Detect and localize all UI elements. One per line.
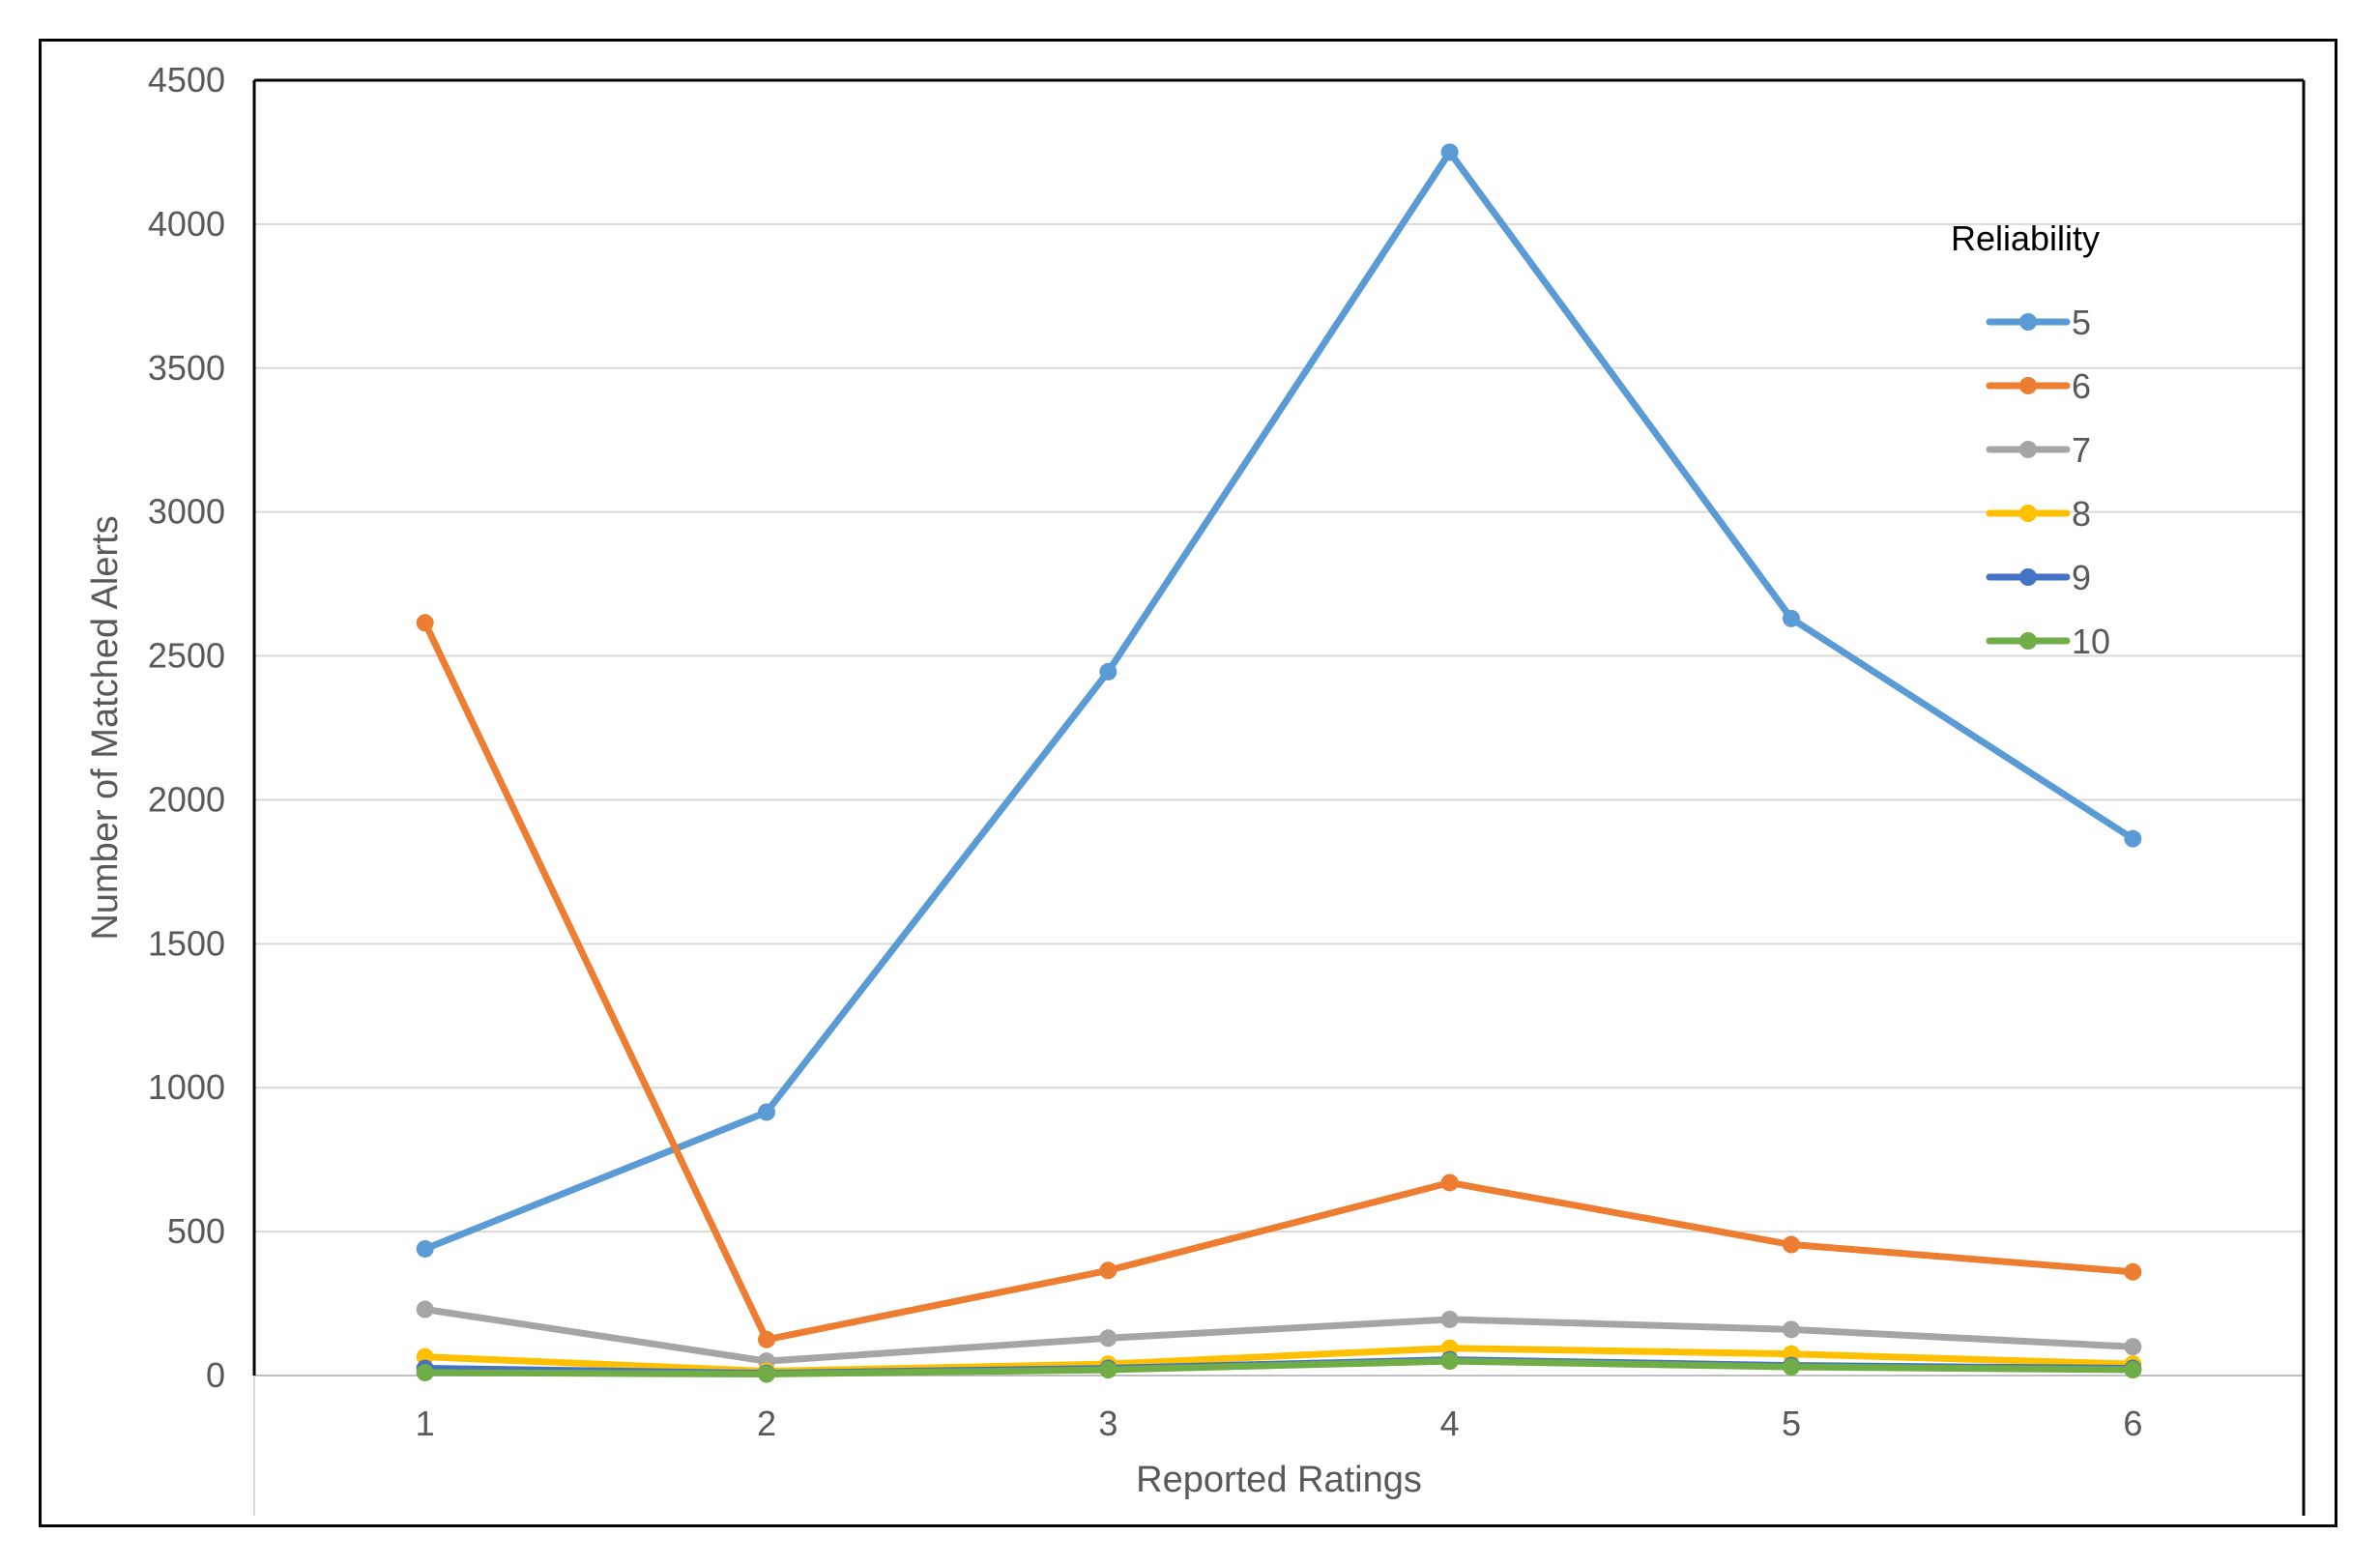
- series-line-6: [421, 619, 2136, 1344]
- legend-label-9: 9: [2072, 558, 2091, 597]
- data-point-10: [2124, 1361, 2142, 1379]
- legend-marker-10: [2019, 632, 2037, 650]
- axes: [252, 78, 2306, 1516]
- tick-labels: 0 500 1000 1500 2000 2500 3000 3500 4000 4500 1 2 3 4…: [148, 60, 2142, 1443]
- data-point-6: [758, 1330, 775, 1348]
- data-point-5: [2124, 829, 2142, 848]
- data-point-6: [416, 614, 434, 632]
- data-point-5: [758, 1103, 775, 1121]
- series-6: [416, 614, 2142, 1348]
- x-axis-title: Reported Ratings: [1136, 1460, 1422, 1500]
- data-point-7: [416, 1300, 434, 1319]
- series-line-7: [421, 1306, 2136, 1365]
- data-point-7: [1783, 1320, 1800, 1339]
- y-tick-label: 500: [167, 1211, 225, 1251]
- data-point-10: [416, 1364, 434, 1382]
- legend-marker-9: [2019, 568, 2037, 586]
- series-line-10: [421, 1357, 2136, 1378]
- y-axis-title: Number of Matched Alerts: [85, 515, 126, 940]
- series-5: [416, 143, 2142, 1258]
- y-tick-label: 2000: [148, 779, 225, 819]
- legend-item-8: 8: [1986, 494, 2091, 534]
- legend-items: 5 6 7 8 9 10: [1986, 303, 2110, 661]
- series-10: [416, 1352, 2142, 1383]
- y-tick-label: 1500: [148, 923, 225, 963]
- x-tick-label: 1: [416, 1404, 435, 1443]
- legend-label-7: 7: [2072, 430, 2091, 470]
- data-point-6: [1783, 1235, 1800, 1254]
- legend-title: Reliability: [1951, 218, 2100, 258]
- y-tick-label: 1000: [148, 1067, 225, 1107]
- data-point-5: [1783, 609, 1800, 627]
- data-point-7: [2124, 1338, 2142, 1356]
- y-tick-label: 4000: [148, 204, 225, 244]
- y-tick-label: 0: [206, 1355, 225, 1395]
- data-point-7: [1099, 1329, 1117, 1348]
- y-tick-label: 2500: [148, 636, 225, 676]
- legend-item-5: 5: [1986, 303, 2091, 342]
- legend-marker-5: [2019, 313, 2037, 331]
- x-tick-label: 6: [2123, 1404, 2142, 1443]
- x-tick-label: 4: [1440, 1404, 1460, 1443]
- x-tick-label: 3: [1098, 1404, 1117, 1443]
- legend-item-7: 7: [1986, 430, 2091, 470]
- data-point-5: [416, 1239, 434, 1258]
- y-tick-label: 4500: [148, 60, 225, 100]
- y-tick-label: 3500: [148, 348, 225, 388]
- data-point-5: [1099, 662, 1117, 681]
- legend-marker-8: [2019, 505, 2037, 522]
- legend-label-8: 8: [2072, 494, 2091, 534]
- x-tick-label: 2: [757, 1404, 776, 1443]
- chart-frame: 0 500 1000 1500 2000 2500 3000 3500 4000 4500 1 2 3 4…: [39, 39, 2337, 1527]
- data-point-5: [1440, 143, 1459, 161]
- legend-item-10: 10: [1986, 622, 2110, 661]
- legend-item-9: 9: [1986, 558, 2091, 597]
- data-point-10: [758, 1365, 775, 1383]
- data-point-10: [1440, 1352, 1459, 1371]
- data-point-6: [1099, 1261, 1117, 1280]
- data-point-6: [1440, 1174, 1459, 1192]
- legend-marker-7: [2019, 441, 2037, 458]
- data-point-10: [1099, 1361, 1117, 1379]
- legend-label-5: 5: [2072, 303, 2091, 342]
- line-chart: 0 500 1000 1500 2000 2500 3000 3500 4000 4500 1 2 3 4…: [85, 60, 2306, 1516]
- legend: Reliability 5 6 7 8 9 10: [1951, 218, 2110, 661]
- series-line-8: [421, 1345, 2136, 1376]
- legend-marker-6: [2019, 377, 2037, 394]
- series-line-5: [421, 148, 2136, 1253]
- gridlines: [254, 222, 2304, 1377]
- legend-item-6: 6: [1986, 366, 2091, 406]
- legend-label-6: 6: [2072, 366, 2091, 406]
- x-tick-label: 5: [1782, 1404, 1801, 1443]
- data-point-7: [1440, 1310, 1459, 1328]
- data-point-10: [1783, 1358, 1800, 1377]
- series-lines: [416, 143, 2142, 1383]
- legend-label-10: 10: [2072, 622, 2110, 661]
- y-tick-label: 3000: [148, 492, 225, 532]
- data-point-6: [2124, 1262, 2142, 1281]
